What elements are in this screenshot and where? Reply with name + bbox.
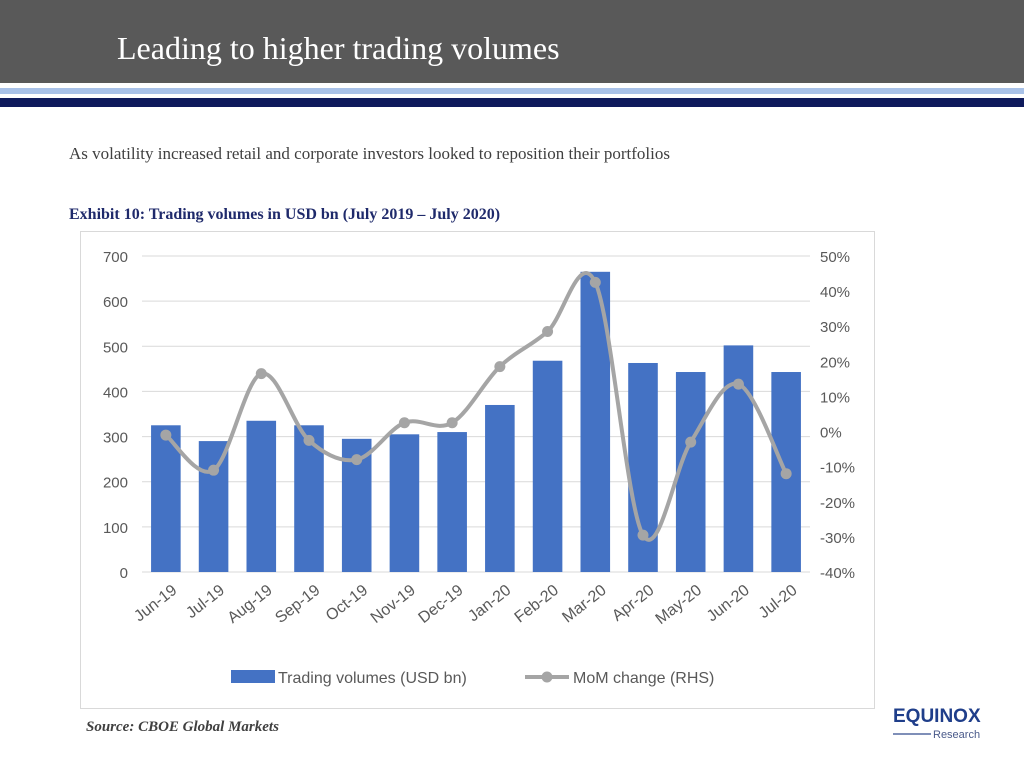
x-tick-label: Jun-20 — [704, 582, 753, 626]
x-tick-label: Sep-19 — [272, 582, 323, 627]
x-tick-label: Jul-19 — [183, 582, 228, 622]
logo-divider — [893, 733, 931, 735]
bar-trading-volume — [198, 441, 229, 572]
legend-label-mom-change: MoM change (RHS) — [573, 670, 714, 687]
point-mom-change — [589, 276, 601, 288]
header-stripe-light-blue — [0, 88, 1024, 94]
point-mom-change — [446, 417, 458, 429]
x-tick-label: Jul-20 — [756, 582, 801, 622]
header-stripe-white — [0, 83, 1024, 88]
point-mom-change — [542, 325, 554, 337]
logo-subtitle: Research — [933, 729, 981, 741]
bar-trading-volume — [151, 425, 181, 572]
y-right-tick-label: -30% — [820, 530, 855, 547]
x-tick-label: Jan-20 — [465, 582, 514, 626]
y-right-tick-label: 20% — [820, 354, 850, 371]
point-mom-change — [637, 529, 649, 541]
equinox-logo: EQUINOX Research — [893, 706, 985, 746]
y-right-tick-label: 30% — [820, 319, 850, 336]
series-line-mom-change — [163, 271, 789, 542]
y-right-tick-label: -10% — [820, 460, 855, 477]
bar-trading-volume — [675, 372, 706, 572]
legend-label-trading-volume: Trading volumes (USD bn) — [278, 670, 467, 687]
y-right-tick-label: -20% — [820, 495, 855, 512]
x-tick-label: Nov-19 — [368, 582, 419, 627]
x-tick-label: Aug-19 — [225, 582, 276, 627]
y-left-tick-label: 700 — [103, 249, 128, 266]
y-left-tick-label: 400 — [103, 384, 128, 401]
x-tick-label: Apr-20 — [609, 582, 657, 625]
bar-trading-volume — [246, 420, 277, 572]
chart-container: 0 100 200 300 400 500 600 700 -40% -30% -20% -10% 0%… — [80, 231, 875, 709]
y-left-tick-label: 600 — [103, 294, 128, 311]
exhibit-title: Exhibit 10: Trading volumes in USD bn (J… — [69, 206, 501, 223]
y-left-tick-label: 100 — [103, 520, 128, 537]
bar-trading-volume — [389, 434, 420, 572]
trading-volume-chart: 0 100 200 300 400 500 600 700 -40% -30% -20% -10% 0%… — [103, 249, 855, 687]
page-title: Leading to higher trading volumes — [117, 30, 560, 66]
y-right-tick-label: 0% — [820, 425, 842, 442]
point-mom-change — [351, 454, 363, 466]
point-mom-change — [255, 368, 267, 380]
bar-trading-volume — [628, 362, 658, 572]
bar-trading-volume — [532, 360, 563, 572]
y-right-tick-label: 50% — [820, 249, 850, 266]
bar-trading-volume — [437, 432, 467, 572]
source-note: Source: CBOE Global Markets — [86, 719, 279, 735]
slide-subtitle: As volatility increased retail and corpo… — [69, 144, 670, 163]
y-right-tick-label: 40% — [820, 284, 850, 301]
header-stripe-white-2 — [0, 94, 1024, 98]
y-left-tick-label: 200 — [103, 475, 128, 492]
y-right-tick-label: -40% — [820, 565, 855, 582]
point-mom-change — [780, 468, 792, 480]
x-tick-label: Jun-19 — [131, 582, 180, 626]
legend-swatch-trading-volume — [231, 670, 275, 683]
x-tick-label: Dec-19 — [415, 582, 466, 627]
x-tick-label: Oct-19 — [323, 582, 371, 625]
header-stripe-navy — [0, 98, 1024, 107]
point-mom-change — [208, 464, 220, 476]
y-left-tick-label: 500 — [103, 339, 128, 356]
point-mom-change — [685, 436, 697, 448]
point-mom-change — [160, 429, 172, 441]
x-tick-label: May-20 — [653, 582, 706, 628]
y-right-tick-label: 10% — [820, 389, 850, 406]
logo-name: EQUINOX — [893, 706, 981, 727]
point-mom-change — [303, 434, 315, 446]
legend-swatch-mom-marker — [541, 671, 553, 683]
y-left-tick-label: 300 — [103, 430, 128, 447]
point-mom-change — [494, 361, 506, 373]
bar-trading-volume — [485, 404, 515, 572]
y-left-tick-label: 0 — [120, 565, 128, 582]
point-mom-change — [732, 378, 744, 390]
x-tick-label: Mar-20 — [559, 582, 609, 627]
point-mom-change — [398, 417, 410, 429]
x-tick-label: Feb-20 — [512, 582, 562, 627]
header-bar: Leading to higher trading volumes — [0, 0, 1024, 83]
